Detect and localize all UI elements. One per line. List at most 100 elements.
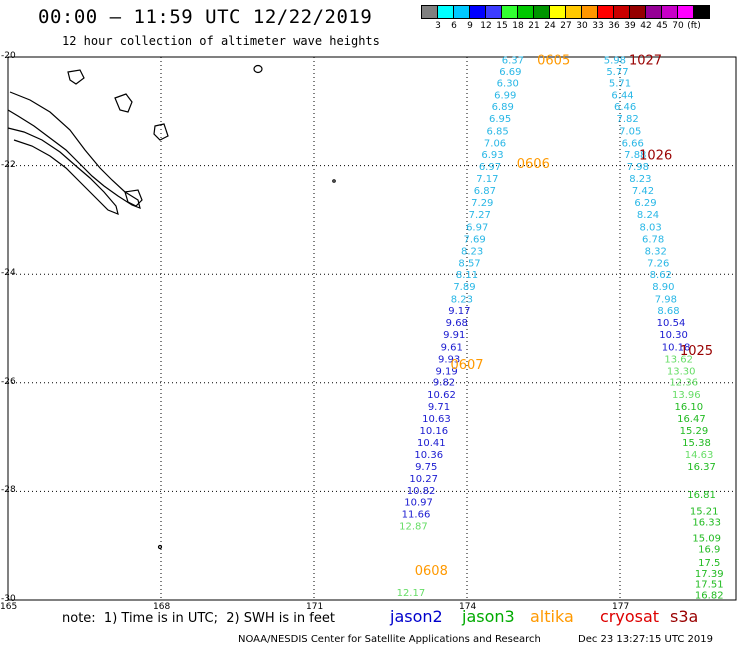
swh-value: 6.93 [481,150,503,161]
loyalty-island-1 [114,93,133,113]
legend-label: 18 [512,21,524,31]
swh-value: 7.42 [632,186,654,197]
swh-value: 9.19 [435,366,457,377]
swh-value: 9.93 [438,354,460,365]
legend-labels: 3 6 9 12 15 18 21 24 27 30 33 36 39 42 45 70 (ft) [421,19,740,31]
swh-value: 17.5 [698,558,720,569]
legend-swatch [693,5,710,19]
swh-value: 7.98 [627,162,649,173]
swh-value: 15.29 [680,426,709,437]
swh-value: 9.71 [428,402,450,413]
swh-value: 7.82 [617,114,639,125]
color-legend: 3 6 9 12 15 18 21 24 27 30 33 36 39 42 45 70 (ft) [421,5,740,31]
latitude-label: -24 [1,268,16,279]
legend-label: 45 [656,21,668,31]
swh-value: 15.38 [682,438,711,449]
isle-of-pines [124,189,143,207]
swh-value: 13.96 [672,390,701,401]
legend-label: 27 [560,21,572,31]
swh-value: 7.26 [647,258,669,269]
swh-value: 6.97 [479,162,501,173]
swh-value: 17.39 [695,569,724,580]
map-subtitle: 12 hour collection of altimeter wave hei… [62,34,380,48]
satellite-jason3: jason3 [462,607,515,626]
swh-value: 13.62 [664,354,693,365]
pass-time-label: 0608 [415,564,448,579]
swh-value: 10.63 [422,414,451,425]
swh-value: 8.11 [456,270,478,281]
swh-value: 6.66 [622,138,644,149]
legend-label: 3 [435,21,441,31]
swh-value: 9.17 [448,306,470,317]
swh-value: 6.97 [466,222,488,233]
small-island-3 [157,544,163,550]
swh-value: 16.9 [698,544,720,555]
swh-value: 9.82 [433,378,455,389]
swh-value: 6.46 [614,102,636,113]
new-caledonia-inner [7,127,119,215]
swh-value: 15.09 [692,534,721,545]
swh-value: 14.63 [685,450,714,461]
swh-value: 10.18 [662,342,691,353]
footer-note: note: 1) Time is in UTC; 2) SWH is in fe… [62,611,335,626]
swh-value: 8.23 [451,295,473,306]
swh-value: 8.23 [461,246,483,257]
legend-label: 36 [608,21,620,31]
swh-value: 8.03 [639,222,661,233]
swh-value: 8.57 [458,258,480,269]
longitude-label: 174 [459,602,477,612]
swh-value: 16.10 [675,402,704,413]
swh-value: 10.30 [659,330,688,341]
observation-labels: 6.376.696.306.996.896.956.857.066.936.97… [397,56,724,602]
legend-label: 6 [451,21,457,31]
legend-label: 21 [528,21,540,31]
latitude-label: -20 [1,51,16,61]
swh-value: 16.47 [677,414,706,425]
coastline [7,64,336,550]
swh-value: 6.89 [492,102,514,113]
latitude-label: -30 [1,594,16,604]
swh-value: 7.17 [476,174,498,185]
swh-value: 10.41 [417,438,446,449]
pass-time-label: 0605 [537,54,570,69]
legend-label: 9 [467,21,473,31]
swh-value: 12.17 [397,588,426,599]
graticule [8,56,736,601]
credit-text: NOAA/NESDIS Center for Satellite Applica… [238,634,541,645]
swh-value: 9.75 [415,462,437,473]
swh-value: 7.29 [471,198,493,209]
pass-time-label: 1027 [629,54,662,69]
swh-value: 5.71 [609,79,631,90]
swh-value: 8.90 [652,282,674,293]
swh-value: 16.82 [695,591,724,602]
small-island-1 [253,64,263,74]
map-title: 00:00 – 11:59 UTC 12/22/2019 [38,6,373,28]
swh-value: 6.44 [611,90,633,101]
swh-value: 17.51 [695,580,724,591]
swh-value: 6.95 [489,114,511,125]
swh-value: 5.77 [606,67,628,78]
timestamp-text: Dec 23 13:27:15 UTC 2019 [578,634,713,645]
pass-time-label: 1026 [639,149,672,164]
swh-value: 7.06 [484,138,506,149]
swh-value: 7.27 [469,210,491,221]
legend-label: 70 [672,21,684,31]
loyalty-island-2 [153,123,169,141]
legend-label: 15 [496,21,508,31]
swh-value: 8.23 [629,174,651,185]
swh-value: 7.98 [655,295,677,306]
swh-value: 10.36 [414,450,443,461]
swh-value: 6.85 [486,126,508,137]
swh-value: 15.21 [690,506,719,517]
legend-label: 39 [624,21,636,31]
pass-time-label: 0606 [517,157,550,172]
legend-label: (ft) [687,21,701,31]
latitude-label: -22 [1,159,16,170]
swh-value: 6.30 [497,79,519,90]
small-island-2 [332,179,336,183]
longitude-label: 171 [306,602,324,612]
legend-label: 30 [576,21,588,31]
swh-value: 5.98 [604,56,626,67]
swh-value: 8.68 [657,306,679,317]
swh-value: 10.54 [657,318,686,329]
